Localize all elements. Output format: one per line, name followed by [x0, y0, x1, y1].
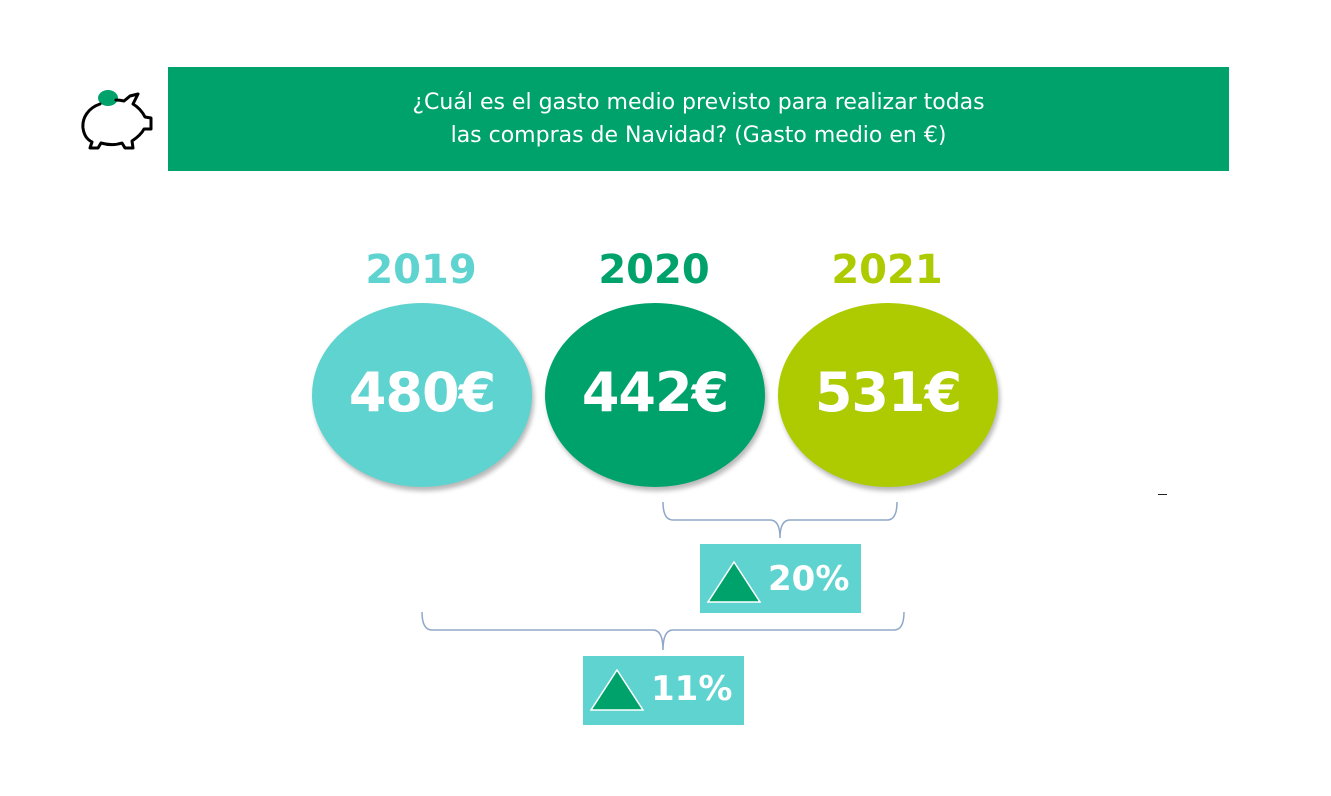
value-label-2020: 442€ [581, 360, 729, 424]
stray-dash-mark [1158, 494, 1167, 495]
question-line-2: las compras de Navidad? (Gasto medio en … [450, 123, 947, 148]
change-box-2020-2021: 20% [700, 544, 861, 613]
value-bubble-2019: 480€ [312, 303, 532, 487]
year-label-2021: 2021 [831, 247, 943, 293]
year-label-2020: 2020 [598, 247, 710, 293]
change-label-20: 20% [768, 559, 850, 599]
bracket-2019-2021 [421, 611, 905, 651]
piggy-bank-icon [81, 90, 153, 150]
value-label-2019: 480€ [348, 360, 496, 424]
change-box-2019-2021: 11% [583, 656, 744, 725]
coin-icon [98, 90, 118, 106]
value-bubble-2021: 531€ [778, 303, 998, 487]
value-label-2021: 531€ [814, 360, 962, 424]
question-banner: ¿Cuál es el gasto medio previsto para re… [168, 67, 1229, 171]
change-label-11: 11% [651, 669, 733, 709]
value-bubble-2020: 442€ [545, 303, 765, 487]
question-line-1: ¿Cuál es el gasto medio previsto para re… [412, 90, 985, 115]
up-arrow-icon [706, 560, 762, 603]
bracket-2020-2021 [662, 501, 898, 539]
piggy-outline [81, 92, 153, 150]
up-arrow-icon [589, 668, 645, 711]
year-label-2019: 2019 [365, 247, 477, 293]
